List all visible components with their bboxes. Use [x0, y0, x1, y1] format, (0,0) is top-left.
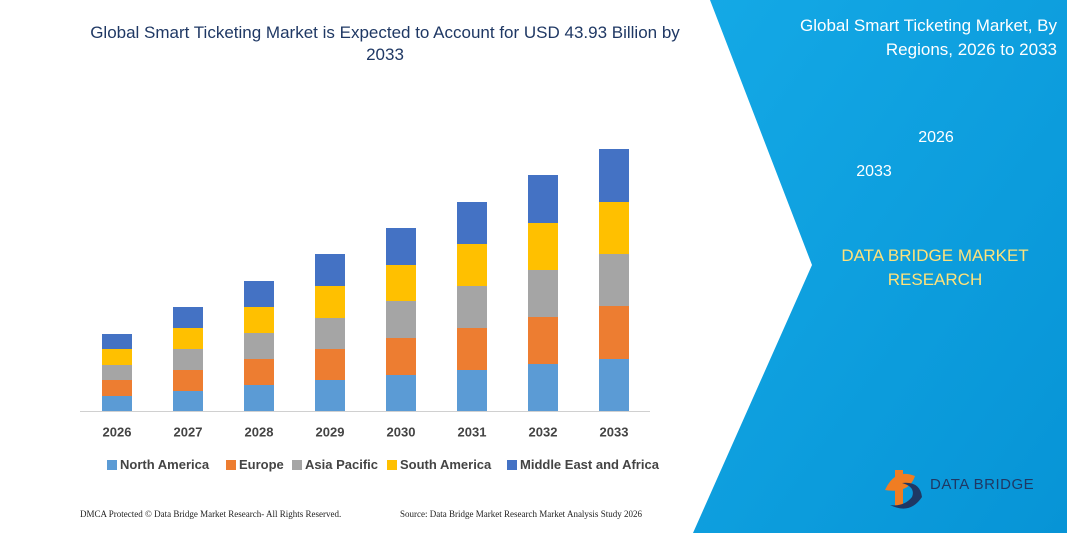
bar-segment [244, 359, 274, 385]
bar-segment [315, 349, 345, 380]
legend-swatch [387, 460, 397, 470]
bar-segment [599, 359, 629, 411]
x-tick-label: 2028 [245, 424, 274, 439]
bar-segment [244, 281, 274, 307]
legend-label: Europe [239, 457, 284, 472]
bar-segment [528, 317, 558, 364]
bar-segment [173, 370, 203, 391]
bar-segment [315, 254, 345, 286]
bar-segment [528, 364, 558, 411]
bar-segment [244, 385, 274, 411]
bar-segment [102, 349, 132, 365]
legend-swatch [292, 460, 302, 470]
bar-segment [599, 149, 629, 202]
bar-segment [528, 270, 558, 317]
bar-segment [102, 380, 132, 396]
bar-segment [457, 244, 487, 286]
bar-segment [599, 306, 629, 359]
logo-text: DATA BRIDGE [930, 476, 1035, 493]
bar-segment [173, 349, 203, 370]
hex-label: 2033 [856, 163, 892, 180]
bar-segment [244, 333, 274, 359]
x-tick-label: 2029 [316, 424, 345, 439]
bar-segment [315, 318, 345, 349]
bar-segment [315, 286, 345, 318]
bar-segment [599, 254, 629, 306]
bar-segment [173, 307, 203, 328]
bar-segment [315, 380, 345, 411]
bar-segment [244, 307, 274, 333]
legend-label: Asia Pacific [305, 457, 378, 472]
bar-segment [386, 338, 416, 375]
bar-segment [599, 202, 629, 254]
bar-segment [173, 328, 203, 349]
legend-swatch [226, 460, 236, 470]
chart-title: Global Smart Ticketing Market is Expecte… [90, 23, 680, 64]
legend-label: South America [400, 457, 492, 472]
brand-text: DATA BRIDGE MARKET RESEARCH [841, 246, 1029, 289]
legend-label: Middle East and Africa [520, 457, 660, 472]
copyright: DMCA Protected © Data Bridge Market Rese… [80, 509, 342, 519]
bar-segment [102, 396, 132, 411]
bar-segment [102, 334, 132, 349]
logo-mark [885, 470, 915, 506]
bar-segment [457, 370, 487, 411]
legend-swatch [507, 460, 517, 470]
x-tick-label: 2031 [458, 424, 487, 439]
x-tick-label: 2033 [600, 424, 629, 439]
bar-segment [102, 365, 132, 380]
legend-label: North America [120, 457, 210, 472]
bar-segment [173, 391, 203, 411]
bar-segment [386, 265, 416, 301]
x-tick-label: 2027 [174, 424, 203, 439]
x-tick-label: 2032 [529, 424, 558, 439]
bar-segment [457, 328, 487, 370]
hex-label: 2026 [918, 129, 954, 146]
source: Source: Data Bridge Market Research Mark… [400, 509, 642, 519]
bar-segment [457, 202, 487, 244]
x-tick-label: 2030 [387, 424, 416, 439]
bar-segment [386, 301, 416, 338]
x-tick-label: 2026 [103, 424, 132, 439]
legend-swatch [107, 460, 117, 470]
side-panel [693, 0, 1067, 533]
bar-segment [528, 175, 558, 223]
logo-mark [890, 482, 922, 509]
bar-segment [386, 375, 416, 411]
panel-title: Global Smart Ticketing Market, By Region… [800, 16, 1057, 59]
bar-segment [528, 223, 558, 270]
bar-segment [457, 286, 487, 328]
bar-segment [386, 228, 416, 265]
